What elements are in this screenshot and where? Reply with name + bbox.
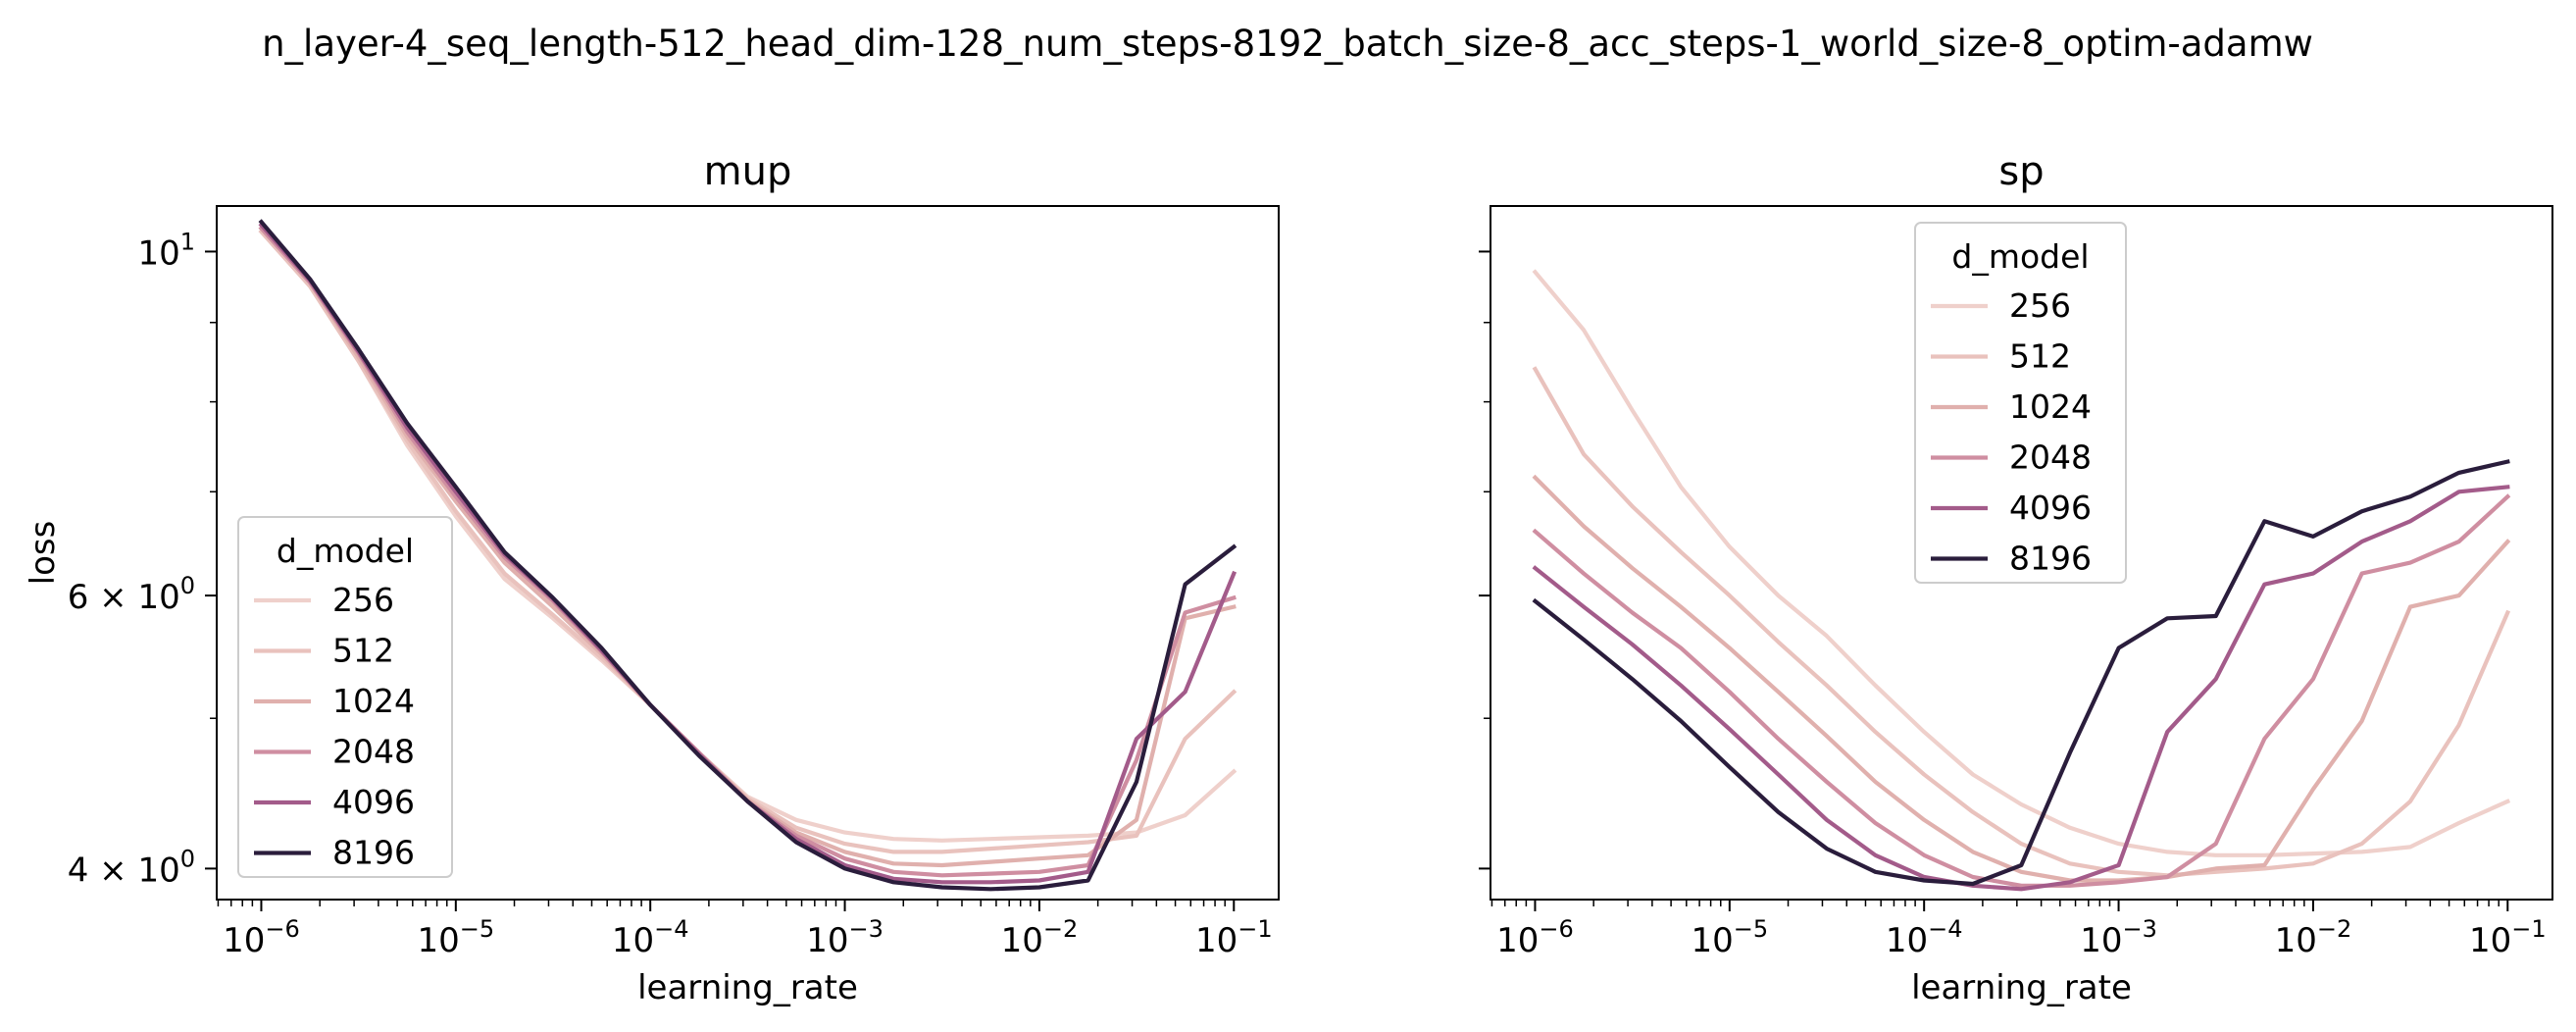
y-axis-label: loss (24, 521, 63, 586)
series-line-8196 (1532, 459, 2510, 887)
x-tick-label: 10−1 (2469, 915, 2547, 960)
legend-title: d_model (277, 532, 414, 570)
legend-label-256: 256 (2009, 286, 2071, 325)
y-tick-label: 101 (137, 228, 195, 273)
legend-label-1024: 1024 (2009, 387, 2092, 426)
x-tick-label: 10−5 (417, 915, 494, 960)
series-line-4096 (1532, 485, 2510, 892)
x-tick-label: 10−3 (806, 915, 884, 960)
x-axis-label: learning_rate (637, 968, 858, 1007)
figure-suptitle: n_layer-4_seq_length-512_head_dim-128_nu… (262, 23, 2313, 65)
x-tick-label: 10−1 (1195, 915, 1273, 960)
x-tick-label: 10−5 (1691, 915, 1768, 960)
plot-frame (1490, 205, 2553, 901)
series-line-512 (1532, 366, 2511, 878)
legend-label-2048: 2048 (332, 733, 415, 771)
y-tick-label: 4 × 100 (68, 845, 195, 890)
legend-label-8196: 8196 (2009, 540, 2092, 578)
legend-box (1914, 222, 2127, 584)
x-tick-label: 10−6 (223, 915, 300, 960)
y-tick-label: 6 × 100 (68, 572, 195, 617)
series-line-1024 (1532, 474, 2511, 883)
series-line-2048 (1532, 493, 2511, 888)
legend-label-512: 512 (2009, 337, 2071, 376)
series-line-8196 (258, 219, 1237, 892)
chart-panel-0: mup 10−6 10−5 10−4 10−3 10−2 10−1 4 × 100 6 × 10… (24, 149, 1280, 1007)
legend-label-2048: 2048 (2009, 439, 2092, 477)
chart-panel-1: sp 10−6 10−5 10−4 10−3 10−2 10−1 learning_rate d… (1479, 149, 2553, 1007)
x-tick-label: 10−2 (1001, 915, 1079, 960)
legend: d_model 256 512 1024 2048 4096 8196 (237, 516, 453, 878)
x-tick-label: 10−3 (2080, 915, 2157, 960)
x-axis-label: learning_rate (1911, 968, 2132, 1007)
legend-label-4096: 4096 (332, 783, 415, 821)
legend-label-512: 512 (332, 632, 394, 670)
legend-title: d_model (1951, 237, 2089, 276)
x-tick-label: 10−4 (612, 915, 689, 960)
axes-title: mup (704, 149, 792, 194)
x-tick-label: 10−2 (2275, 915, 2352, 960)
legend-box (237, 516, 453, 878)
x-tick-label: 10−6 (1496, 915, 1574, 960)
plot-frame (216, 205, 1280, 901)
legend-label-1024: 1024 (332, 682, 415, 720)
legend-label-8196: 8196 (332, 834, 415, 872)
x-tick-label: 10−4 (1886, 915, 1963, 960)
axes-title: sp (1998, 149, 2044, 194)
legend-label-4096: 4096 (2009, 489, 2092, 527)
legend: d_model 256 512 1024 2048 4096 8196 (1914, 222, 2127, 584)
legend-label-256: 256 (332, 581, 394, 619)
